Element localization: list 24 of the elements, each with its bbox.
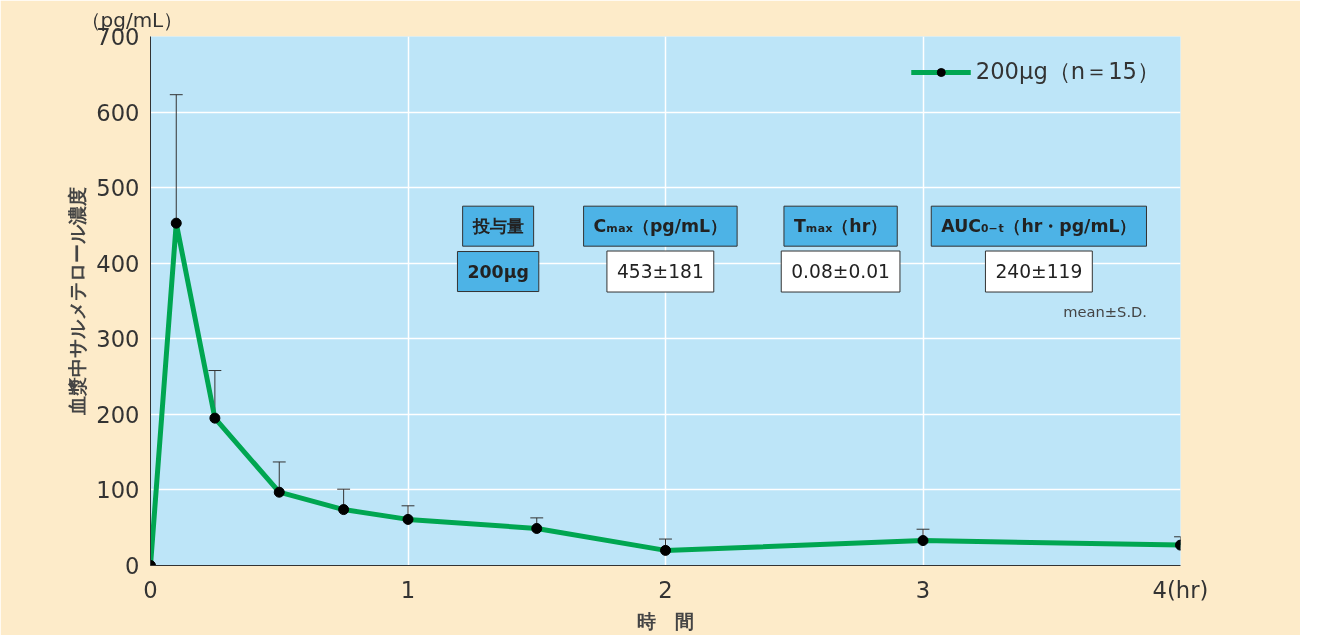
y-tick-label: 400 [96,250,140,277]
annotation: Cₘₐₓ（pg/mL） [593,216,728,237]
y-tick-label: 600 [96,99,140,126]
annotation: 投与量 [471,216,524,237]
annotation: Tₘₐₓ（hr） [793,216,888,237]
y-axis-title: 血漿中サルメテロール濃度 [67,187,89,416]
annotation: AUC₀₋ₜ（hr・pg/mL） [941,216,1137,237]
annotation: mean±S.D. [1063,302,1148,320]
x-tick-label: 0 [143,576,158,603]
x-tick-label: 1 [400,576,416,603]
y-tick-label: 0 [125,553,140,579]
annotation: 200μg [467,261,529,282]
y-tick-label: 200 [96,401,140,428]
y-tick-label: 500 [96,175,140,202]
x-tick-label: 2 [658,576,673,603]
legend-label: 200μg（n＝15） [975,57,1160,86]
annotation: 240±119 [995,261,1083,283]
x-tick-label: 3 [915,576,931,603]
y-tick-label: 300 [96,326,140,353]
x-tick-label: 4(hr) [1152,576,1209,603]
x-axis-title: 時 間 [637,610,694,632]
annotation: 453±181 [616,261,704,283]
annotation: 0.08±0.01 [791,261,890,283]
y-tick-label: 100 [96,477,140,504]
